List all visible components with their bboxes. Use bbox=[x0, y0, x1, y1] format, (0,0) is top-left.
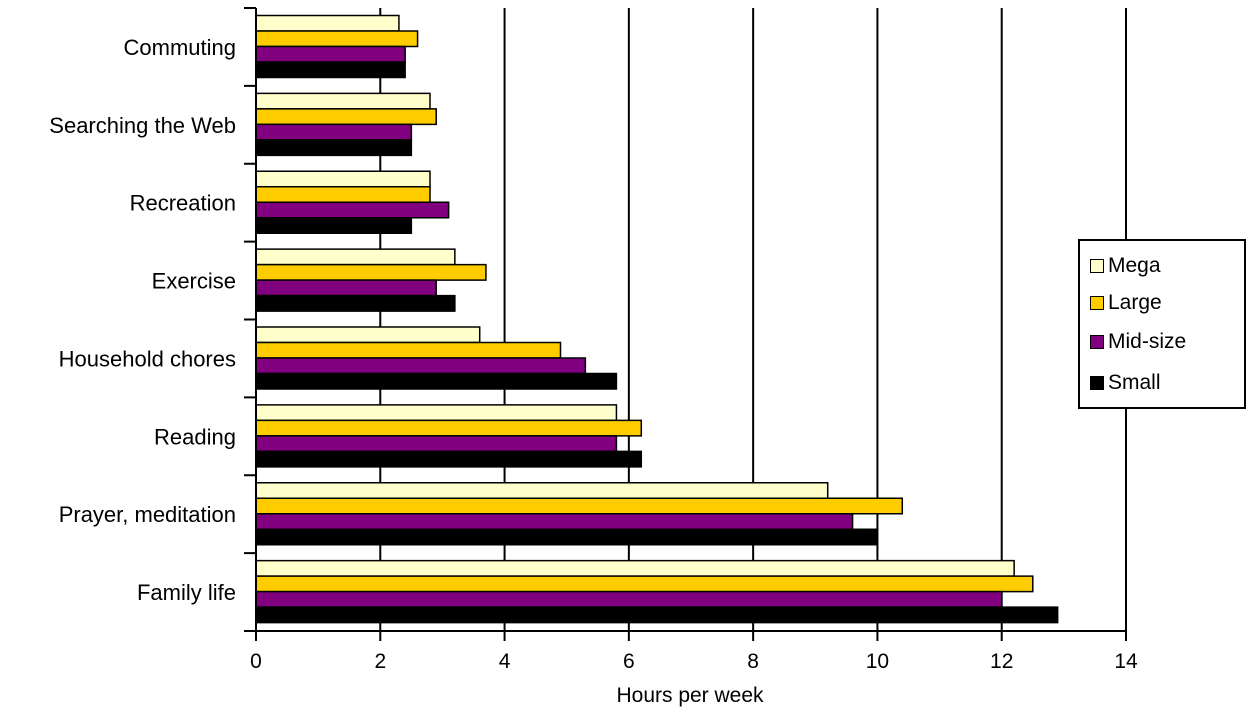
legend-item-large: Large bbox=[1090, 288, 1162, 318]
bar-small-reading bbox=[255, 450, 643, 468]
legend-label: Small bbox=[1108, 371, 1161, 394]
bar-large-family-life bbox=[255, 575, 1034, 593]
bar-large-commuting bbox=[255, 30, 419, 48]
legend-label: Large bbox=[1108, 291, 1162, 314]
bars bbox=[255, 14, 1059, 624]
bar-small-recreation bbox=[255, 217, 413, 234]
x-tick-label: 0 bbox=[250, 650, 262, 673]
bar-mid-size-searching-the-web bbox=[255, 123, 413, 141]
bar-small-household-chores bbox=[255, 372, 618, 390]
x-tick-label: 10 bbox=[866, 650, 889, 673]
bar-mega-commuting bbox=[255, 14, 400, 32]
category-label: Commuting bbox=[124, 35, 236, 60]
category-label: Recreation bbox=[130, 191, 236, 216]
bar-mid-size-family-life bbox=[255, 590, 1003, 608]
bar-large-household-chores bbox=[255, 341, 562, 359]
gridlines bbox=[379, 8, 1127, 631]
bar-mid-size-recreation bbox=[255, 201, 450, 219]
legend-swatch-mega bbox=[1090, 259, 1104, 273]
legend-item-mid-size: Mid-size bbox=[1090, 327, 1186, 357]
legend: Mega Large Mid-size Small bbox=[1078, 239, 1246, 409]
legend-swatch-large bbox=[1090, 296, 1104, 310]
legend-label: Mid-size bbox=[1108, 330, 1187, 353]
x-tick-label: 2 bbox=[374, 650, 386, 673]
bar-mega-searching-the-web bbox=[255, 92, 431, 110]
bar-mega-household-chores bbox=[255, 326, 481, 344]
bar-mega-reading bbox=[255, 404, 618, 422]
legend-label: Mega bbox=[1108, 254, 1161, 277]
category-label: Reading bbox=[154, 424, 236, 449]
x-axis-title: Hours per week bbox=[616, 684, 764, 707]
bar-mega-exercise bbox=[255, 248, 456, 266]
legend-item-small: Small bbox=[1090, 368, 1161, 398]
x-tick-label: 6 bbox=[623, 650, 635, 673]
category-label: Exercise bbox=[152, 269, 236, 294]
bar-mid-size-exercise bbox=[255, 279, 437, 297]
bar-large-reading bbox=[255, 419, 643, 437]
bar-mid-size-prayer-meditation bbox=[255, 513, 854, 530]
bar-mega-recreation bbox=[255, 170, 431, 188]
category-label: Family life bbox=[137, 580, 236, 605]
x-tick-label: 4 bbox=[499, 650, 511, 673]
category-label: Household chores bbox=[59, 346, 236, 371]
bar-mid-size-commuting bbox=[255, 45, 406, 63]
category-label: Searching the Web bbox=[49, 113, 236, 138]
x-tick-labels: 0 2 4 6 8 10 12 14 bbox=[250, 650, 1138, 673]
bar-large-searching-the-web bbox=[255, 108, 437, 126]
bar-small-searching-the-web bbox=[255, 139, 413, 157]
bar-mega-family-life bbox=[255, 559, 1015, 577]
x-tick-label: 12 bbox=[990, 650, 1013, 673]
legend-swatch-small bbox=[1090, 376, 1104, 390]
axes bbox=[244, 7, 1127, 641]
bar-large-exercise bbox=[255, 263, 487, 281]
category-label: Prayer, meditation bbox=[59, 502, 236, 527]
bar-large-recreation bbox=[255, 186, 431, 203]
bar-mid-size-reading bbox=[255, 435, 618, 453]
category-labels: Commuting Searching the Web Recreation Exer… bbox=[49, 35, 236, 605]
bar-small-commuting bbox=[255, 61, 406, 79]
bar-mid-size-household-chores bbox=[255, 357, 587, 375]
x-tick-label: 8 bbox=[747, 650, 759, 673]
bar-mega-prayer-meditation bbox=[255, 482, 829, 499]
legend-item-mega: Mega bbox=[1090, 251, 1161, 281]
legend-swatch-mid-size bbox=[1090, 335, 1104, 349]
x-tick-label: 14 bbox=[1114, 650, 1138, 673]
bar-small-family-life bbox=[255, 606, 1059, 624]
bar-large-prayer-meditation bbox=[255, 497, 904, 515]
bar-small-prayer-meditation bbox=[255, 528, 879, 546]
bar-small-exercise bbox=[255, 294, 456, 312]
